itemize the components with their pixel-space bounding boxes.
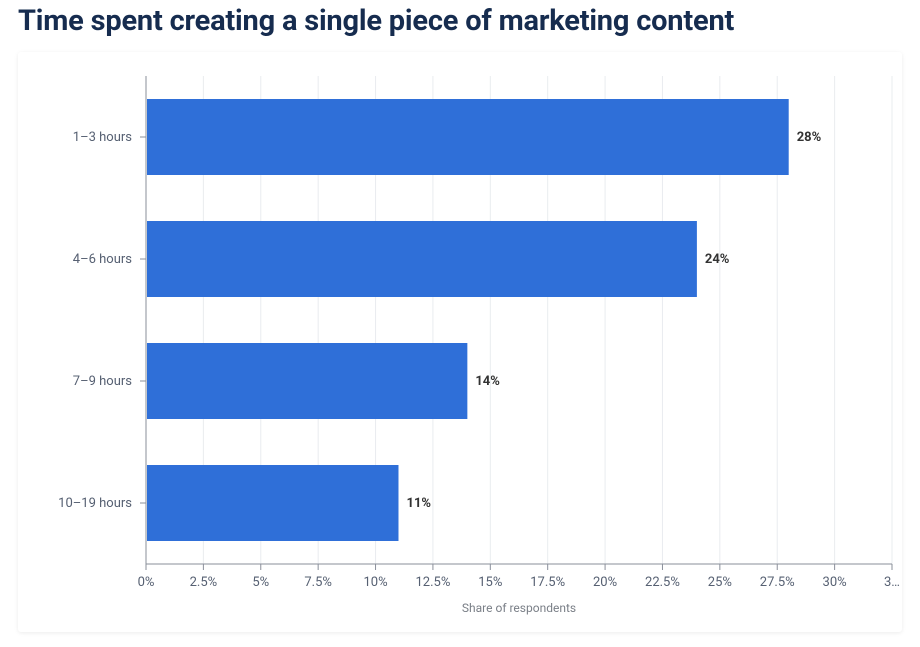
y-tick-label: 1–3 hours <box>73 130 133 145</box>
x-tick-label: 10% <box>363 575 387 590</box>
bar <box>147 465 398 541</box>
x-tick-label: 17.5% <box>530 575 565 590</box>
x-tick-label: 7.5% <box>304 575 332 590</box>
x-tick-label: 27.5% <box>760 575 795 590</box>
bar-value-label: 24% <box>705 252 730 267</box>
chart-title: Time spent creating a single piece of ma… <box>18 4 734 38</box>
x-tick-label: 30% <box>823 575 847 590</box>
x-tick-label: 3… <box>884 575 900 590</box>
x-tick-label: 25% <box>708 575 732 590</box>
bar-value-label: 11% <box>406 496 431 511</box>
y-tick-label: 10–19 hours <box>58 496 132 511</box>
y-tick-label: 4–6 hours <box>73 252 133 267</box>
bar-value-label: 14% <box>475 374 500 389</box>
x-tick-label: 22.5% <box>645 575 680 590</box>
chart-card: 0% 2.5% 5% 7.5% 10% 12.5% 15% 17.5% 20% 22.5% 25% 2… <box>18 52 902 632</box>
bar-value-label: 28% <box>797 130 822 145</box>
x-tick-label: 15% <box>478 575 502 590</box>
bar <box>147 99 789 175</box>
x-tick-label: 2.5% <box>190 575 218 590</box>
x-axis-label: Share of respondents <box>462 601 576 615</box>
bar <box>147 343 467 419</box>
x-tick-label: 20% <box>593 575 617 590</box>
x-tick-label: 0% <box>138 575 155 590</box>
chart-svg: 0% 2.5% 5% 7.5% 10% 12.5% 15% 17.5% 20% 22.5% 25% 2… <box>18 52 902 632</box>
x-tick-label: 5% <box>252 575 269 590</box>
bar <box>147 221 697 297</box>
x-tick-label: 12.5% <box>415 575 450 590</box>
y-tick-label: 7–9 hours <box>73 374 133 389</box>
